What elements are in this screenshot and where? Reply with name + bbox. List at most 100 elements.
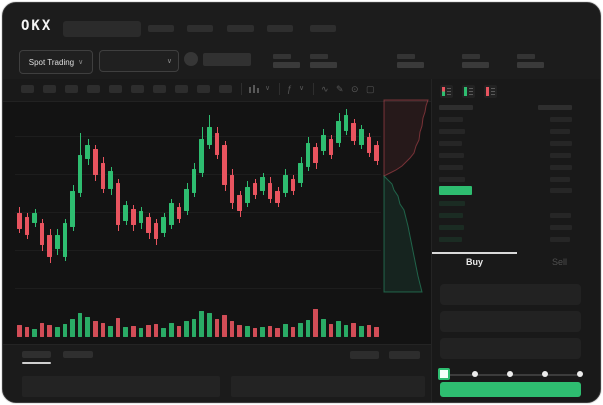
ask-price[interactable] xyxy=(439,153,464,158)
timeframe-button[interactable] xyxy=(43,85,56,93)
book-asks-icon[interactable] xyxy=(484,85,497,98)
timeframe-button[interactable] xyxy=(109,85,122,93)
nav-item-placeholder[interactable] xyxy=(310,25,336,32)
timeframe-button[interactable] xyxy=(153,85,166,93)
candle xyxy=(70,191,75,227)
chevron-down-icon[interactable]: ∨ xyxy=(265,85,271,92)
market-type-dropdown[interactable]: Spot Trading ∨ xyxy=(19,50,93,74)
slider-stop[interactable] xyxy=(577,371,583,377)
timeframe-button[interactable] xyxy=(65,85,78,93)
ask-price[interactable] xyxy=(439,129,465,134)
candlestick-style-icon[interactable] xyxy=(249,85,259,94)
volume-bar xyxy=(176,326,182,337)
volume-bar xyxy=(153,324,159,337)
bid-amount xyxy=(550,213,571,218)
stat-value-placeholder xyxy=(310,62,337,68)
volume-bar xyxy=(351,323,356,337)
candle xyxy=(305,143,311,167)
volume-bar xyxy=(374,327,379,337)
bid-price[interactable] xyxy=(439,213,463,218)
slider-handle[interactable] xyxy=(438,368,450,380)
volume-bar xyxy=(214,319,220,337)
volume-bar xyxy=(161,328,166,337)
tab-buy[interactable]: Buy xyxy=(465,257,483,267)
ask-amount xyxy=(550,117,572,122)
toolbar-divider xyxy=(279,83,280,95)
price-field[interactable] xyxy=(440,284,581,305)
candle xyxy=(359,129,364,145)
total-field[interactable] xyxy=(440,338,581,359)
nav-item-placeholder[interactable] xyxy=(227,25,254,32)
ask-price[interactable] xyxy=(439,117,463,122)
volume-bar xyxy=(260,327,265,337)
chevron-down-icon[interactable]: ∨ xyxy=(299,85,305,92)
slider-stop[interactable] xyxy=(507,371,513,377)
indicators-icon[interactable]: ƒ xyxy=(287,84,293,94)
ask-price[interactable] xyxy=(439,141,462,146)
volume-bar xyxy=(305,320,311,337)
last-price-badge[interactable] xyxy=(439,186,472,195)
draw-tool-icon[interactable]: ✎ xyxy=(336,84,344,94)
bottom-tab[interactable] xyxy=(22,351,51,358)
volume-bar xyxy=(237,325,242,337)
volume-bar xyxy=(39,323,45,337)
nav-item-placeholder[interactable] xyxy=(267,25,293,32)
bid-price[interactable] xyxy=(439,201,465,206)
bid-price[interactable] xyxy=(439,237,462,242)
slider-stop[interactable] xyxy=(472,371,478,377)
book-both-icon[interactable] xyxy=(440,85,453,98)
tab-sell[interactable]: Sell xyxy=(551,257,567,267)
line-chart-icon[interactable]: ∿ xyxy=(321,84,329,94)
candle xyxy=(351,123,356,141)
bottom-action-placeholder[interactable] xyxy=(389,351,420,359)
candlestick-chart[interactable] xyxy=(15,99,381,345)
slider-stop[interactable] xyxy=(542,371,548,377)
ask-price[interactable] xyxy=(439,177,465,182)
volume-bar xyxy=(222,315,227,337)
bid-price[interactable] xyxy=(439,225,464,230)
candle xyxy=(123,205,128,221)
timeframe-button[interactable] xyxy=(131,85,144,93)
timeframe-button[interactable] xyxy=(197,85,210,93)
candle xyxy=(55,235,60,249)
expand-icon[interactable]: ▢ xyxy=(366,84,375,94)
toolbar-divider xyxy=(313,83,314,95)
candle xyxy=(252,183,258,195)
timeframe-button[interactable] xyxy=(219,85,232,93)
book-bids-icon[interactable] xyxy=(462,85,475,98)
header: OKX Spot Trading ∨ ∨ xyxy=(3,3,600,79)
timeframe-button[interactable] xyxy=(21,85,34,93)
volume-bar xyxy=(207,313,212,337)
volume-bar xyxy=(283,324,288,337)
bottom-action-placeholder[interactable] xyxy=(350,351,379,359)
volume-bar xyxy=(290,327,296,337)
buy-submit-button[interactable] xyxy=(440,382,581,397)
bottom-tab[interactable] xyxy=(63,351,93,358)
volume-bar xyxy=(100,323,106,337)
candle xyxy=(283,175,288,193)
search-input[interactable] xyxy=(63,21,141,37)
orderbook-panel: Buy Sell xyxy=(431,79,600,402)
volume-bar xyxy=(313,309,318,337)
ask-price[interactable] xyxy=(439,165,463,170)
volume-bar xyxy=(131,326,136,337)
gridline xyxy=(15,212,381,213)
stat-label-placeholder xyxy=(462,54,480,59)
candle xyxy=(222,145,227,185)
nav-item-placeholder[interactable] xyxy=(148,25,174,32)
pair-dropdown[interactable]: ∨ xyxy=(99,50,179,72)
stat-value-placeholder xyxy=(462,62,489,68)
snapshot-icon[interactable]: ⊙ xyxy=(351,84,359,94)
timeframe-button[interactable] xyxy=(87,85,100,93)
stat-value-placeholder xyxy=(517,62,544,68)
volume-bar xyxy=(169,323,174,337)
volume-bar xyxy=(245,326,250,337)
timeframe-button[interactable] xyxy=(175,85,188,93)
amount-field[interactable] xyxy=(440,311,581,332)
candle xyxy=(260,177,265,191)
candle xyxy=(207,127,212,145)
nav-item-placeholder[interactable] xyxy=(187,25,213,32)
market-type-label: Spot Trading xyxy=(28,57,75,67)
stat-value-placeholder xyxy=(397,62,424,68)
